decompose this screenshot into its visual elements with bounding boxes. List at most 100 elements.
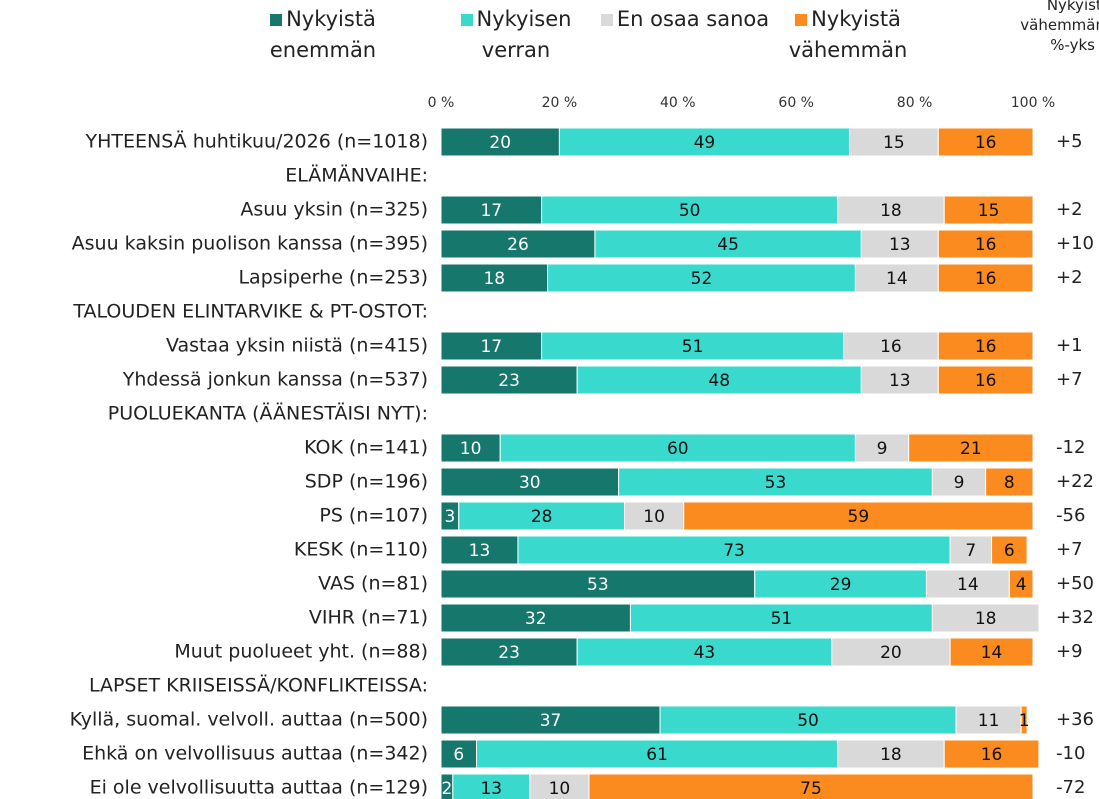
net-value: +2 xyxy=(1056,199,1083,220)
data-label: 37 xyxy=(540,711,562,731)
bar-segment xyxy=(440,127,560,157)
data-label: 13 xyxy=(480,779,502,799)
data-label: 6 xyxy=(453,745,464,765)
data-label: 18 xyxy=(880,201,902,221)
data-label: 29 xyxy=(830,575,852,595)
net-value: +7 xyxy=(1056,369,1083,390)
net-value: -72 xyxy=(1056,777,1085,798)
category-label: SDP (n=196) xyxy=(305,471,428,493)
category-label: Asuu kaksin puolison kanssa (n=395) xyxy=(72,233,428,255)
data-label: 7 xyxy=(965,541,976,561)
data-label: 48 xyxy=(708,371,730,391)
category-label: PUOLUEKANTA (ÄÄNESTÄISI NYT): xyxy=(108,402,428,425)
data-label: 50 xyxy=(679,201,701,221)
data-label: 45 xyxy=(717,235,739,255)
bar-segment xyxy=(848,127,939,157)
net-value: +1 xyxy=(1056,335,1083,356)
bar-segment xyxy=(541,331,845,361)
data-label: 60 xyxy=(667,439,689,459)
category-label: KESK (n=110) xyxy=(294,539,428,561)
net-header: %-yks xyxy=(1050,36,1095,54)
bar-segment xyxy=(541,195,839,225)
category-label: Lapsiperhe (n=253) xyxy=(238,267,428,289)
net-value: +22 xyxy=(1056,471,1094,492)
bar-segment xyxy=(440,705,661,735)
bar-segment xyxy=(837,195,945,225)
data-label: 26 xyxy=(507,235,529,255)
data-label: 20 xyxy=(880,643,902,663)
data-label: 18 xyxy=(880,745,902,765)
category-label: KOK (n=141) xyxy=(304,437,428,459)
data-label: 23 xyxy=(498,643,520,663)
data-label: 16 xyxy=(981,745,1003,765)
bar-segment xyxy=(440,603,631,633)
data-label: 49 xyxy=(694,133,716,153)
data-label: 20 xyxy=(489,133,511,153)
category-label: PS (n=107) xyxy=(319,505,428,527)
x-tick-label: 100 % xyxy=(1011,95,1055,111)
net-value: -12 xyxy=(1056,437,1085,458)
bar-segment xyxy=(937,331,1034,361)
data-label: 43 xyxy=(694,643,716,663)
bar-segment xyxy=(931,603,1040,633)
net-value: +5 xyxy=(1056,131,1083,152)
bar-segment xyxy=(588,773,1034,799)
legend-item: Nykyistä vähemmän xyxy=(763,4,933,66)
x-tick-label: 0 % xyxy=(428,95,455,111)
bar-segment xyxy=(843,331,939,361)
bar-segment xyxy=(440,195,543,225)
data-label: 75 xyxy=(800,779,822,799)
data-label: 53 xyxy=(765,473,787,493)
bar-segment xyxy=(1008,569,1034,599)
data-label: 15 xyxy=(883,133,905,153)
data-label: 9 xyxy=(954,473,965,493)
bar-segment xyxy=(576,365,862,395)
bar-segment xyxy=(937,127,1034,157)
legend-label: En osaa sanoa xyxy=(616,7,770,31)
bar-segment xyxy=(991,535,1028,565)
bar-segment xyxy=(937,263,1034,293)
bar-segment xyxy=(547,263,856,293)
data-label: 10 xyxy=(460,439,482,459)
category-label: Vastaa yksin niistä (n=415) xyxy=(166,335,428,357)
legend-swatch xyxy=(795,14,808,26)
data-label: 16 xyxy=(975,269,997,289)
data-label: 18 xyxy=(483,269,505,289)
bar-segment xyxy=(985,467,1034,497)
data-label: 11 xyxy=(978,711,1000,731)
bar-segment xyxy=(683,501,1034,531)
category-label: Yhdessä jonkun kanssa (n=537) xyxy=(122,369,428,391)
data-label: 16 xyxy=(975,133,997,153)
bar-segment xyxy=(440,263,549,293)
net-value: +32 xyxy=(1056,607,1094,628)
bar-segment xyxy=(860,365,939,395)
data-label: 13 xyxy=(889,235,911,255)
bar-segment xyxy=(476,739,839,769)
bar-segment xyxy=(440,331,543,361)
bar-segment xyxy=(458,501,626,531)
data-label: 4 xyxy=(1016,575,1027,595)
bar-segment xyxy=(440,433,501,463)
category-label: Ehkä on velvollisuus auttaa (n=342) xyxy=(82,743,428,765)
data-label: 2 xyxy=(442,779,453,799)
data-label: 73 xyxy=(723,541,745,561)
bar-segment xyxy=(949,535,993,565)
data-label: 6 xyxy=(1004,541,1015,561)
data-label: 9 xyxy=(877,439,888,459)
data-label: 14 xyxy=(957,575,979,595)
data-label: 13 xyxy=(889,371,911,391)
bar-segment xyxy=(931,467,987,497)
category-label: Kyllä, suomal. velvoll. auttaa (n=500) xyxy=(70,709,428,731)
category-label: VAS (n=81) xyxy=(318,573,428,595)
net-value: +10 xyxy=(1056,233,1094,254)
data-label: 51 xyxy=(682,337,704,357)
net-value: +36 xyxy=(1056,709,1094,730)
data-label: 3 xyxy=(444,507,455,527)
legend-item: Nykyisen verran xyxy=(431,4,601,66)
legend-item: Nykyistä enemmän xyxy=(238,4,408,66)
bar-segment xyxy=(754,569,927,599)
category-label: LAPSET KRIISEISSÄ/KONFLIKTEISSA: xyxy=(89,674,428,697)
category-label: Ei ole velvollisuutta auttaa (n=129) xyxy=(90,777,428,799)
bar-segment xyxy=(659,705,957,735)
data-label: 23 xyxy=(498,371,520,391)
